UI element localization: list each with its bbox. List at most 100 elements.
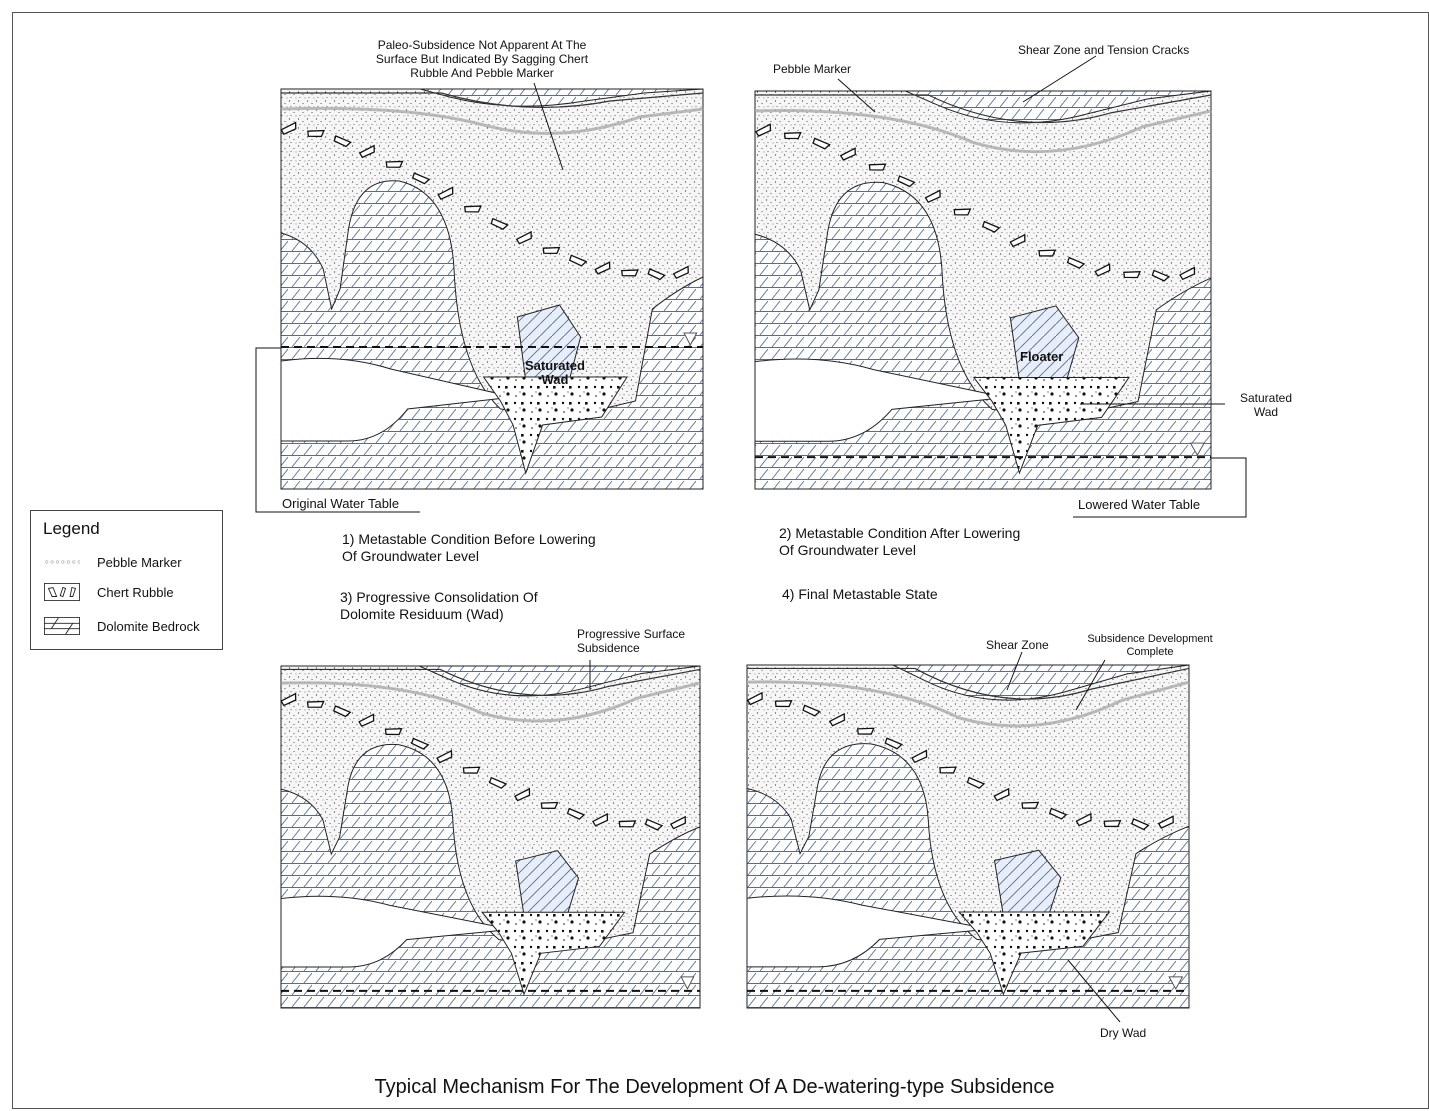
panel-2-chert-fragment	[953, 208, 972, 216]
panel-2-chert-fragment	[1123, 271, 1141, 279]
panel-4-wad	[958, 911, 1111, 996]
saturated-wad-right-line2: Wad	[1253, 405, 1279, 419]
dry-wad-leader	[1067, 959, 1121, 1023]
caption-panel-3: 3) Progressive Consolidation Of Dolomite…	[340, 589, 538, 623]
original-wt-bracket	[255, 347, 420, 513]
caption-3-line1: 3) Progressive Consolidation Of	[340, 589, 538, 605]
panel-3-chert-fragment	[358, 713, 375, 728]
shear-zone-leader	[1006, 651, 1023, 691]
panel-3-chert-fragment	[669, 815, 687, 830]
panel-3-wad	[481, 911, 626, 996]
panel-1-chert-fragment	[385, 160, 404, 168]
panel-2-water-table-symbol	[1189, 442, 1206, 457]
panel-4-chert-fragment	[884, 737, 903, 750]
paleo-leader-line	[533, 82, 564, 171]
panel-3-chert-fragment	[306, 700, 325, 708]
panel-3-chert-fragment	[436, 749, 453, 764]
caption-panel-4: 4) Final Metastable State	[782, 586, 938, 602]
legend-label-chert: Chert Rubble	[97, 585, 174, 600]
panel-1-chert-fragment	[464, 205, 482, 213]
panel-1-chert-fragment	[411, 172, 431, 185]
panel-3-chert-fragment	[618, 820, 637, 828]
shear-zone-label: Shear Zone	[986, 638, 1049, 652]
panel-2-ground-surface	[755, 94, 1212, 124]
panel-4-ground-surface	[747, 667, 1190, 700]
dry-wad-label: Dry Wad	[1100, 1026, 1147, 1040]
saturated-wad-line2: Wad	[541, 372, 569, 387]
panel-4-chert-fragment	[774, 699, 793, 708]
legend-label-dolomite: Dolomite Bedrock	[97, 619, 200, 634]
panel-1-chert-fragment	[621, 269, 639, 277]
panel-1-chert-fragment	[568, 254, 588, 267]
panel-1-water-table-symbol	[683, 332, 698, 347]
panel-3-chert-fragment	[540, 801, 559, 809]
subsidence-complete-line1: Subsidence Development	[1087, 633, 1213, 645]
panel-3-chert-fragment	[566, 807, 586, 820]
panel-3-chert-fragment	[591, 813, 609, 827]
panel-2-residuum	[754, 90, 1212, 418]
panel-4-chert-fragment	[939, 766, 957, 774]
paleo-subsidence-note: Paleo-Subsidence Not Apparent At The Sur…	[362, 38, 602, 80]
panel-4-chert-fragment	[1021, 801, 1040, 809]
panel-3-chert-fragment	[644, 818, 664, 831]
panel-4-chert-fragment	[746, 691, 763, 706]
panel-1-chert-fragment	[594, 261, 611, 275]
lowered-wt-bracket	[1073, 457, 1247, 518]
panel-1-chert-fragment	[437, 186, 454, 201]
legend-item-dolomite-bedrock: Dolomite Bedrock	[31, 615, 221, 639]
panel-2-chert-fragment	[1179, 266, 1196, 281]
caption-panel-2: 2) Metastable Condition After Lowering O…	[779, 525, 1020, 559]
panel-1-pebble-marker	[280, 106, 704, 135]
caption-2-line2: Of Groundwater Level	[779, 542, 916, 558]
panel-1-chert-fragment	[515, 230, 532, 245]
saturated-wad-label: Saturated Wad	[500, 359, 610, 387]
panel-2-chert-fragment	[868, 163, 887, 171]
panel-2-wad	[972, 377, 1130, 475]
panel-2-chert-fragment	[754, 123, 772, 137]
panel-2-pebble-marker	[754, 109, 1212, 154]
panel-1-chert-fragment	[280, 121, 297, 136]
progressive-line1: Progressive Surface	[577, 627, 686, 641]
paleo-note-line3: Rubble And Pebble Marker	[410, 66, 554, 80]
panel-4-chert-fragment	[993, 787, 1010, 802]
page-title: Typical Mechanism For The Development Of…	[374, 1076, 1055, 1098]
paleo-note-line2: Surface But Indicated By Sagging Chert	[375, 52, 589, 66]
panel-4-pebble-marker	[746, 680, 1190, 728]
floater-label: Floater	[1020, 349, 1064, 364]
panel-2-chert-fragment	[839, 147, 856, 161]
panel-4-chert-fragment	[966, 776, 986, 789]
pebble-marker-label: Pebble Marker	[773, 62, 852, 76]
panel-3-water-table-symbol	[680, 976, 695, 990]
lowered-water-table-label: Lowered Water Table	[1078, 497, 1201, 512]
panel-1-wad	[482, 376, 628, 475]
panel-4-floater-block	[993, 849, 1062, 920]
chert-rubble-icon	[44, 583, 80, 601]
panel-4-chert-fragment	[1075, 812, 1092, 827]
panel-1-chert-fragment	[647, 268, 666, 281]
shear-tension-label: Shear Zone and Tension Cracks	[1018, 43, 1190, 57]
panel-2-chert-fragment	[1009, 233, 1026, 248]
dolomite-bedrock-icon	[44, 617, 80, 635]
panel-1-chert-fragment	[672, 265, 689, 280]
panel-4-chert-fragment	[828, 712, 846, 727]
panel-4-chert-fragment	[1157, 815, 1174, 829]
panel-4-chert-fragment	[1131, 818, 1150, 831]
caption-2-line1: 2) Metastable Condition After Lowering	[779, 525, 1021, 541]
original-water-table-label: Original Water Table	[282, 496, 400, 511]
panel-3-chert-fragment	[488, 776, 508, 789]
panel-1-chert-fragment	[333, 135, 352, 148]
panel-4-water-table-symbol	[1168, 976, 1184, 990]
progressive-subsidence-label: Progressive Surface Subsidence	[577, 627, 685, 655]
panel-4-residuum	[746, 664, 1190, 947]
caption-3-line2: Dolomite Residuum (Wad)	[340, 606, 504, 622]
shear-leader-line	[1022, 55, 1097, 103]
panel-3-residuum	[280, 665, 701, 947]
panel-1-ground-surface	[281, 92, 704, 108]
saturated-wad-line1: Saturated	[525, 358, 585, 373]
legend-box: Legend Pebble Marker Chert Rubble	[30, 510, 223, 650]
panel-4-chert-fragment	[802, 704, 821, 717]
subsidence-complete-line2: Complete	[1126, 646, 1174, 658]
panel-1-chert-fragment	[307, 129, 325, 138]
panel-1-floater-block	[516, 304, 582, 386]
